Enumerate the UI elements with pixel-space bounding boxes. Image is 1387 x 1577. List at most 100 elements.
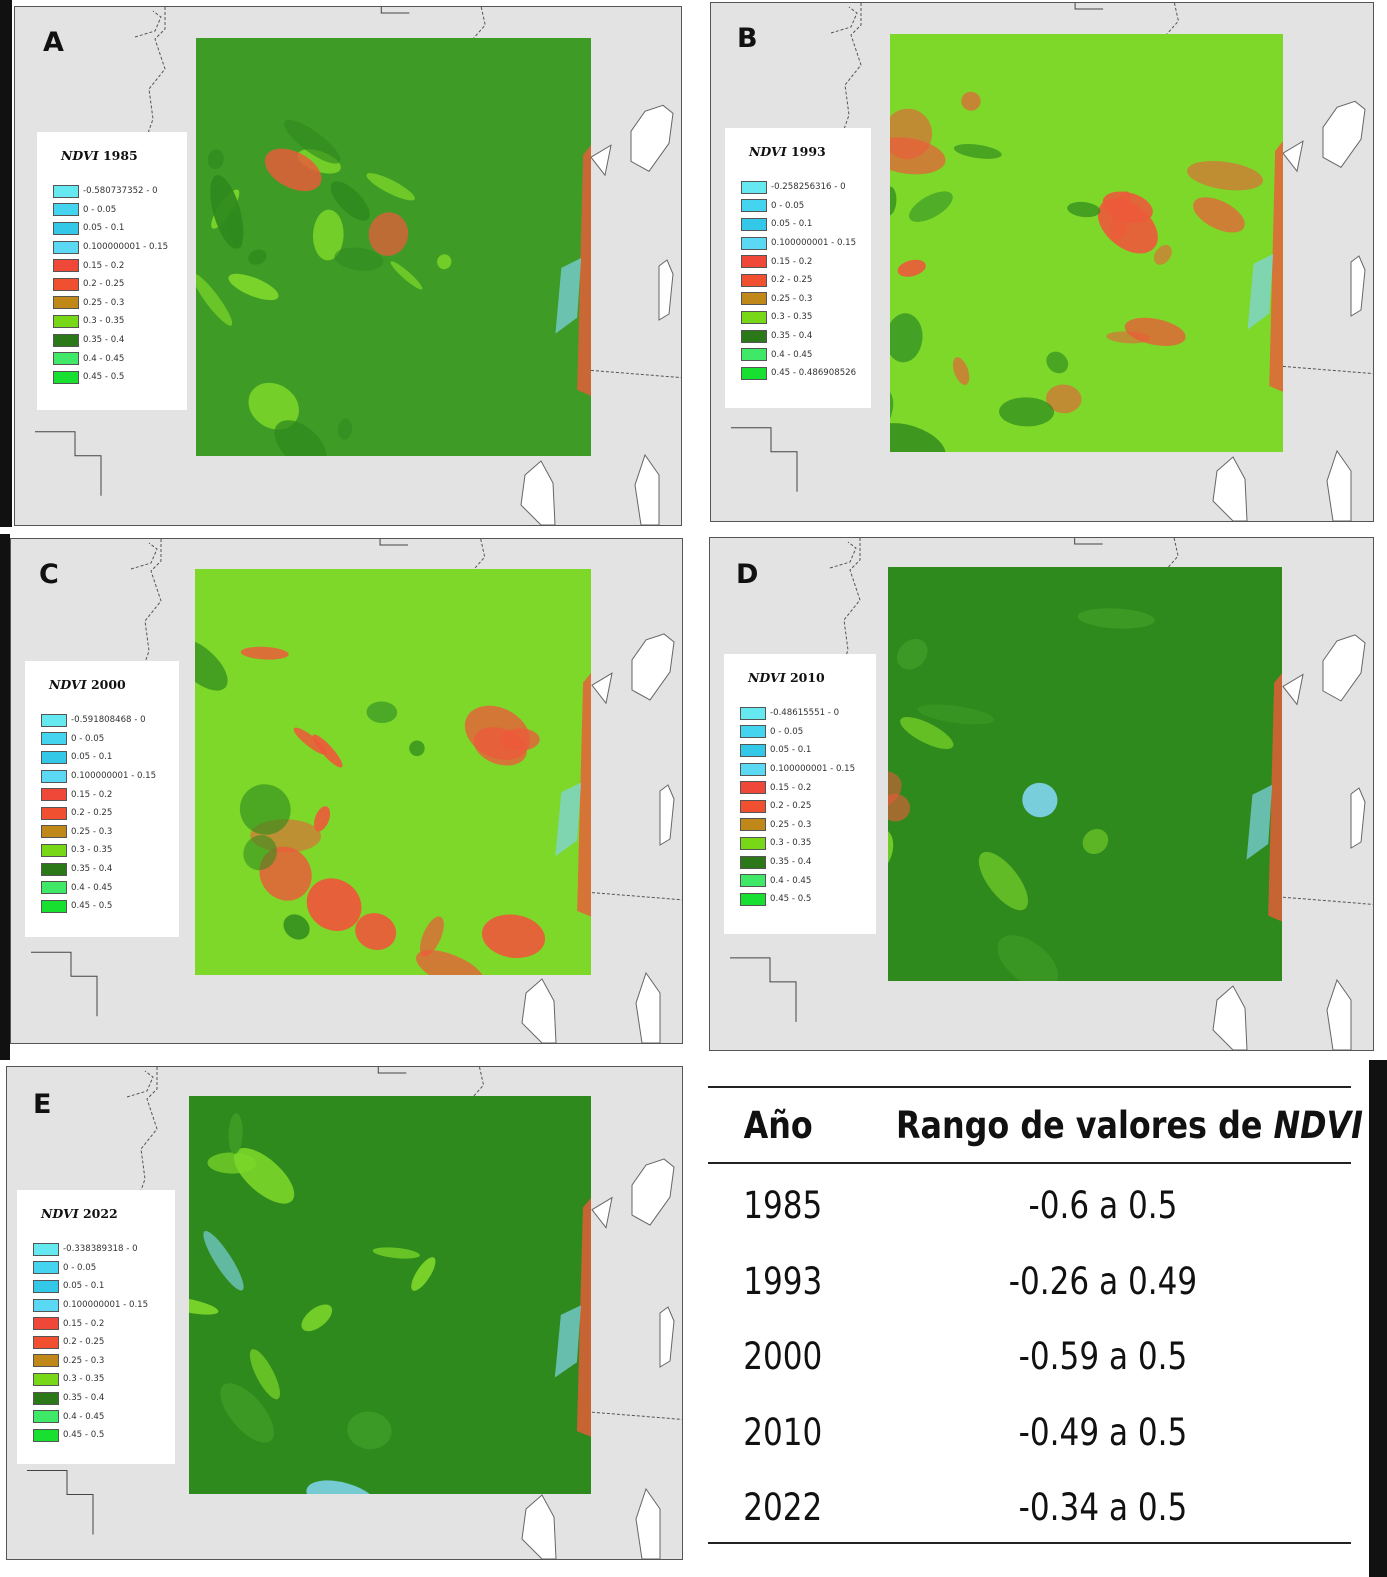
legend-label: 0.45 - 0.5 — [63, 1430, 105, 1441]
legend-label: 0.35 - 0.4 — [83, 335, 125, 346]
raster-patch — [416, 950, 485, 975]
legend-swatch — [741, 236, 767, 250]
raster-patch — [1022, 782, 1058, 818]
raster-patch — [334, 247, 384, 271]
column-header-year: Año — [743, 1104, 813, 1147]
legend-item: 0.100000001 - 0.15 — [53, 238, 168, 257]
raster-patch — [249, 1349, 280, 1400]
legend-swatch — [53, 296, 79, 310]
legend: NDVI 2010 -0.48615551 - 0 0 - 0.05 0.05 - … — [724, 654, 876, 934]
legend-swatch — [33, 1317, 59, 1331]
legend-swatch — [53, 333, 79, 347]
raster-patch — [1067, 201, 1101, 218]
raster-patch — [890, 108, 933, 160]
basemap — [730, 538, 1373, 1050]
legend-item: -0.580737352 - 0 — [53, 182, 168, 201]
legend-swatch — [41, 806, 67, 820]
legend-item: 0.05 - 0.1 — [740, 741, 855, 760]
border-line — [134, 10, 162, 38]
legend-label: 0.05 - 0.1 — [83, 223, 125, 234]
legend-item: 0.2 - 0.25 — [33, 1333, 148, 1352]
border-line — [833, 538, 861, 691]
legend-item: 0 - 0.05 — [741, 197, 856, 216]
raster-patch — [390, 261, 423, 290]
border-line — [1163, 538, 1179, 573]
legend-item: 0.25 - 0.3 — [741, 290, 856, 309]
raster-patch — [306, 1480, 379, 1494]
legend-label: 0 - 0.05 — [770, 726, 804, 737]
coastal-strip — [576, 1197, 591, 1437]
ndvi-raster-map — [189, 1096, 591, 1494]
legend-swatch — [41, 713, 67, 727]
legend-label: 0.35 - 0.4 — [771, 331, 813, 342]
legend-label: 0.45 - 0.5 — [83, 372, 125, 383]
legend-item: 0.05 - 0.1 — [33, 1277, 148, 1296]
raster-patch — [1187, 160, 1264, 191]
legend-label: 0.15 - 0.2 — [71, 789, 113, 800]
raster-patch — [411, 1257, 436, 1291]
legend-swatch — [53, 221, 79, 235]
legend-item: 0.4 - 0.45 — [741, 345, 856, 364]
raster-background — [890, 34, 1283, 452]
raster-patch — [952, 357, 970, 385]
table-cell-year: 2000 — [743, 1335, 823, 1378]
legend-label: 0.05 - 0.1 — [71, 752, 113, 763]
legend-label: 0.45 - 0.5 — [71, 901, 113, 912]
raster-patch — [274, 420, 327, 456]
coastline-shape — [1350, 787, 1366, 849]
panel-label: A — [43, 27, 64, 58]
legend-item: 0.25 - 0.3 — [740, 816, 855, 835]
panel-label: C — [39, 559, 59, 590]
raster-patch — [909, 191, 953, 222]
right-black-edge — [1369, 1060, 1387, 1577]
legend-swatch — [53, 184, 79, 198]
legend-item: 0.4 - 0.45 — [53, 349, 168, 368]
raster-patch — [409, 740, 425, 757]
table-cell-range: -0.49 a 0.5 — [1018, 1410, 1188, 1454]
legend-swatch — [33, 1279, 59, 1293]
legend-label: 0.4 - 0.45 — [770, 875, 812, 886]
legend-item: 0 - 0.05 — [740, 723, 855, 742]
border-line — [730, 957, 797, 1022]
coastal-strip — [555, 782, 582, 857]
legend-item: 0.45 - 0.5 — [41, 897, 156, 916]
raster-patch — [366, 173, 415, 201]
raster-patch — [283, 119, 341, 164]
legend-item: 0 - 0.05 — [41, 730, 156, 749]
legend-swatch — [740, 855, 766, 869]
raster-patch — [999, 397, 1055, 427]
coastal-strip — [1246, 784, 1273, 860]
legend-label: 0.100000001 - 0.15 — [71, 771, 157, 782]
legend-label: 0.2 - 0.25 — [771, 275, 813, 286]
legend-label: 0.3 - 0.35 — [83, 316, 125, 327]
coastline-shape — [521, 978, 557, 1043]
legend-swatch — [740, 836, 766, 850]
table-header-rule — [708, 1162, 1351, 1164]
legend-swatch — [33, 1335, 59, 1349]
legend-label: 0.35 - 0.4 — [770, 857, 812, 868]
raster-patch — [207, 149, 224, 170]
legend-label: 0.2 - 0.25 — [83, 279, 125, 290]
legend-item: 0.35 - 0.4 — [741, 327, 856, 346]
legend-label: 0.3 - 0.35 — [770, 838, 812, 849]
raster-patch — [1153, 244, 1172, 265]
coastal-strip — [555, 257, 582, 334]
border-line — [377, 1067, 407, 1074]
legend-swatch — [740, 743, 766, 757]
coastline-shape — [1326, 978, 1352, 1050]
raster-patch — [1082, 829, 1109, 855]
legend-item: 0.100000001 - 0.15 — [41, 767, 156, 786]
border-line — [581, 891, 682, 901]
coastline-shape — [1282, 140, 1304, 173]
raster-patch — [355, 913, 397, 951]
ndvi-range-table: Año Rango de valores de NDVI 1985 -0.6 a … — [708, 1086, 1363, 1546]
coastline-shape — [634, 453, 660, 525]
coastline-shape — [1326, 449, 1352, 521]
panel-label: E — [33, 1089, 52, 1120]
legend: NDVI 1985 -0.580737352 - 0 0 - 0.05 0.05 -… — [37, 132, 187, 410]
legend-item: 0.25 - 0.3 — [41, 823, 156, 842]
legend-label: 0.45 - 0.486908526 — [771, 368, 857, 379]
legend-item: 0.2 - 0.25 — [741, 271, 856, 290]
legend-swatch — [41, 750, 67, 764]
table-cell-range: -0.26 a 0.49 — [1008, 1259, 1198, 1303]
